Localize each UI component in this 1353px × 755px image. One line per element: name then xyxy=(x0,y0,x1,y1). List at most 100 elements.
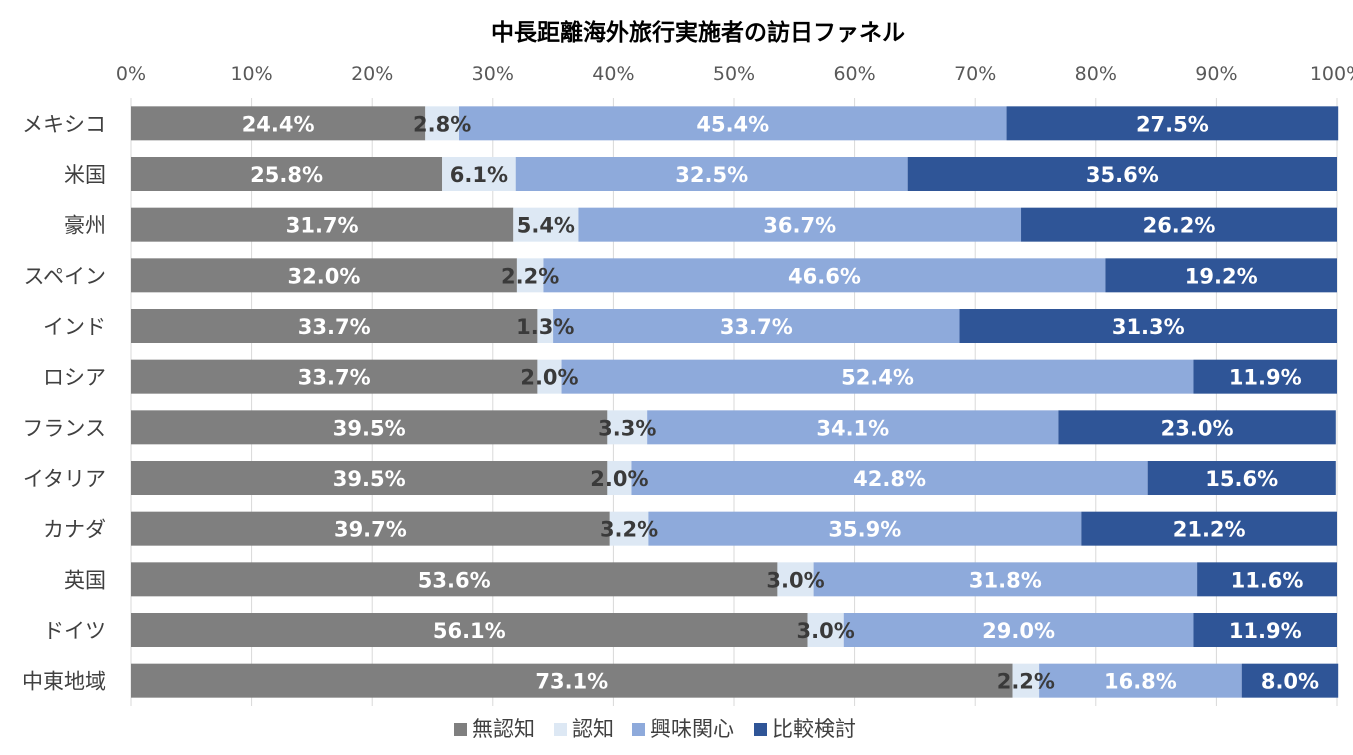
category-label: ロシア xyxy=(43,366,106,390)
data-label: 27.5% xyxy=(1136,112,1209,136)
x-tick-label: 0% xyxy=(116,63,146,85)
bar-segment xyxy=(131,562,778,597)
bar-segment xyxy=(131,613,808,647)
legend-label: 無認知 xyxy=(472,717,535,741)
legend-swatch xyxy=(754,723,767,736)
data-label: 52.4% xyxy=(841,366,914,390)
data-label: 2.0% xyxy=(520,366,578,390)
bar-segment xyxy=(131,410,608,445)
legend-swatch xyxy=(454,723,467,736)
data-label: 21.2% xyxy=(1173,518,1246,542)
bar-segment xyxy=(537,359,562,394)
x-tick-label: 30% xyxy=(472,63,514,85)
data-label: 39.5% xyxy=(333,467,406,491)
data-label: 45.4% xyxy=(696,112,769,136)
category-label: 中東地域 xyxy=(22,670,106,694)
bar-segment xyxy=(1193,359,1337,394)
bar-segment xyxy=(459,106,1007,141)
data-label: 6.1% xyxy=(450,163,508,187)
data-label: 23.0% xyxy=(1161,416,1234,440)
data-label: 3.0% xyxy=(766,568,824,592)
bar-segment xyxy=(561,359,1194,394)
category-label: インド xyxy=(43,315,106,339)
bar-segment xyxy=(607,410,648,445)
bar-segment xyxy=(131,258,517,293)
legend-swatch xyxy=(632,723,645,736)
bar-segment xyxy=(1006,106,1339,141)
chart-title: 中長距離海外旅行実施者の訪日ファネル xyxy=(491,19,905,46)
data-label: 42.8% xyxy=(853,467,926,491)
bar-segment xyxy=(442,157,516,191)
data-label: 73.1% xyxy=(535,670,608,694)
data-label: 19.2% xyxy=(1185,264,1258,288)
legend-label: 比較検討 xyxy=(772,717,856,741)
data-label: 2.2% xyxy=(501,264,559,288)
bar-segment xyxy=(131,359,538,394)
bar-segment xyxy=(843,613,1194,647)
data-label: 5.4% xyxy=(517,214,575,238)
bar-segment xyxy=(1105,258,1337,293)
bar-segment xyxy=(777,562,814,597)
bar-segment xyxy=(807,613,844,647)
bar-segment xyxy=(131,157,443,191)
category-label: メキシコ xyxy=(22,112,106,136)
bar-segment xyxy=(1147,461,1336,495)
x-tick-label: 90% xyxy=(1195,63,1237,85)
bar-segment xyxy=(648,511,1082,546)
gridlines xyxy=(130,98,1338,706)
bar-segment xyxy=(813,562,1198,597)
data-label: 24.4% xyxy=(242,112,315,136)
bar-segment xyxy=(131,461,608,495)
data-label: 31.7% xyxy=(286,214,359,238)
data-label: 33.7% xyxy=(298,366,371,390)
bar-segment xyxy=(513,207,579,242)
data-label: 3.3% xyxy=(598,416,656,440)
category-label: イタリア xyxy=(23,467,106,491)
category-label: 英国 xyxy=(64,568,106,592)
bar-segment xyxy=(1012,663,1040,698)
bar-segment xyxy=(1081,511,1337,546)
data-label: 2.2% xyxy=(997,670,1055,694)
bar-segment xyxy=(131,106,426,141)
bar-segment xyxy=(131,309,538,343)
data-label: 56.1% xyxy=(433,619,506,643)
data-label: 15.6% xyxy=(1205,467,1278,491)
data-label: 39.7% xyxy=(334,518,407,542)
bar-segment xyxy=(425,106,460,141)
data-label: 35.6% xyxy=(1086,163,1159,187)
data-label: 33.7% xyxy=(720,315,793,339)
bar-segment xyxy=(131,663,1013,698)
data-label: 39.5% xyxy=(333,416,406,440)
bar-segment xyxy=(1193,613,1337,647)
data-label: 32.0% xyxy=(288,264,361,288)
bar-segment xyxy=(131,511,610,546)
bar-segment xyxy=(907,157,1337,191)
x-tick-label: 80% xyxy=(1075,63,1117,85)
bar-segment xyxy=(607,461,632,495)
category-label: スペイン xyxy=(23,264,106,288)
bar-segment xyxy=(959,309,1337,343)
bar-segment xyxy=(515,157,908,191)
data-label: 33.7% xyxy=(298,315,371,339)
data-label: 11.9% xyxy=(1229,366,1302,390)
data-label: 35.9% xyxy=(828,518,901,542)
data-label: 32.5% xyxy=(675,163,748,187)
x-tick-label: 60% xyxy=(833,63,875,85)
data-label: 46.6% xyxy=(788,264,861,288)
category-label: 米国 xyxy=(64,163,106,187)
category-label: カナダ xyxy=(43,518,106,542)
data-label: 25.8% xyxy=(250,163,323,187)
x-tick-label: 50% xyxy=(713,63,755,85)
data-label: 11.6% xyxy=(1231,568,1304,592)
data-label: 3.2% xyxy=(600,518,658,542)
category-label: フランス xyxy=(22,416,106,440)
data-label: 53.6% xyxy=(418,568,491,592)
category-label: 豪州 xyxy=(64,214,106,238)
x-tick-label: 10% xyxy=(230,63,272,85)
legend-label: 興味関心 xyxy=(650,717,734,741)
bar-segment xyxy=(647,410,1059,445)
data-label: 36.7% xyxy=(763,214,836,238)
